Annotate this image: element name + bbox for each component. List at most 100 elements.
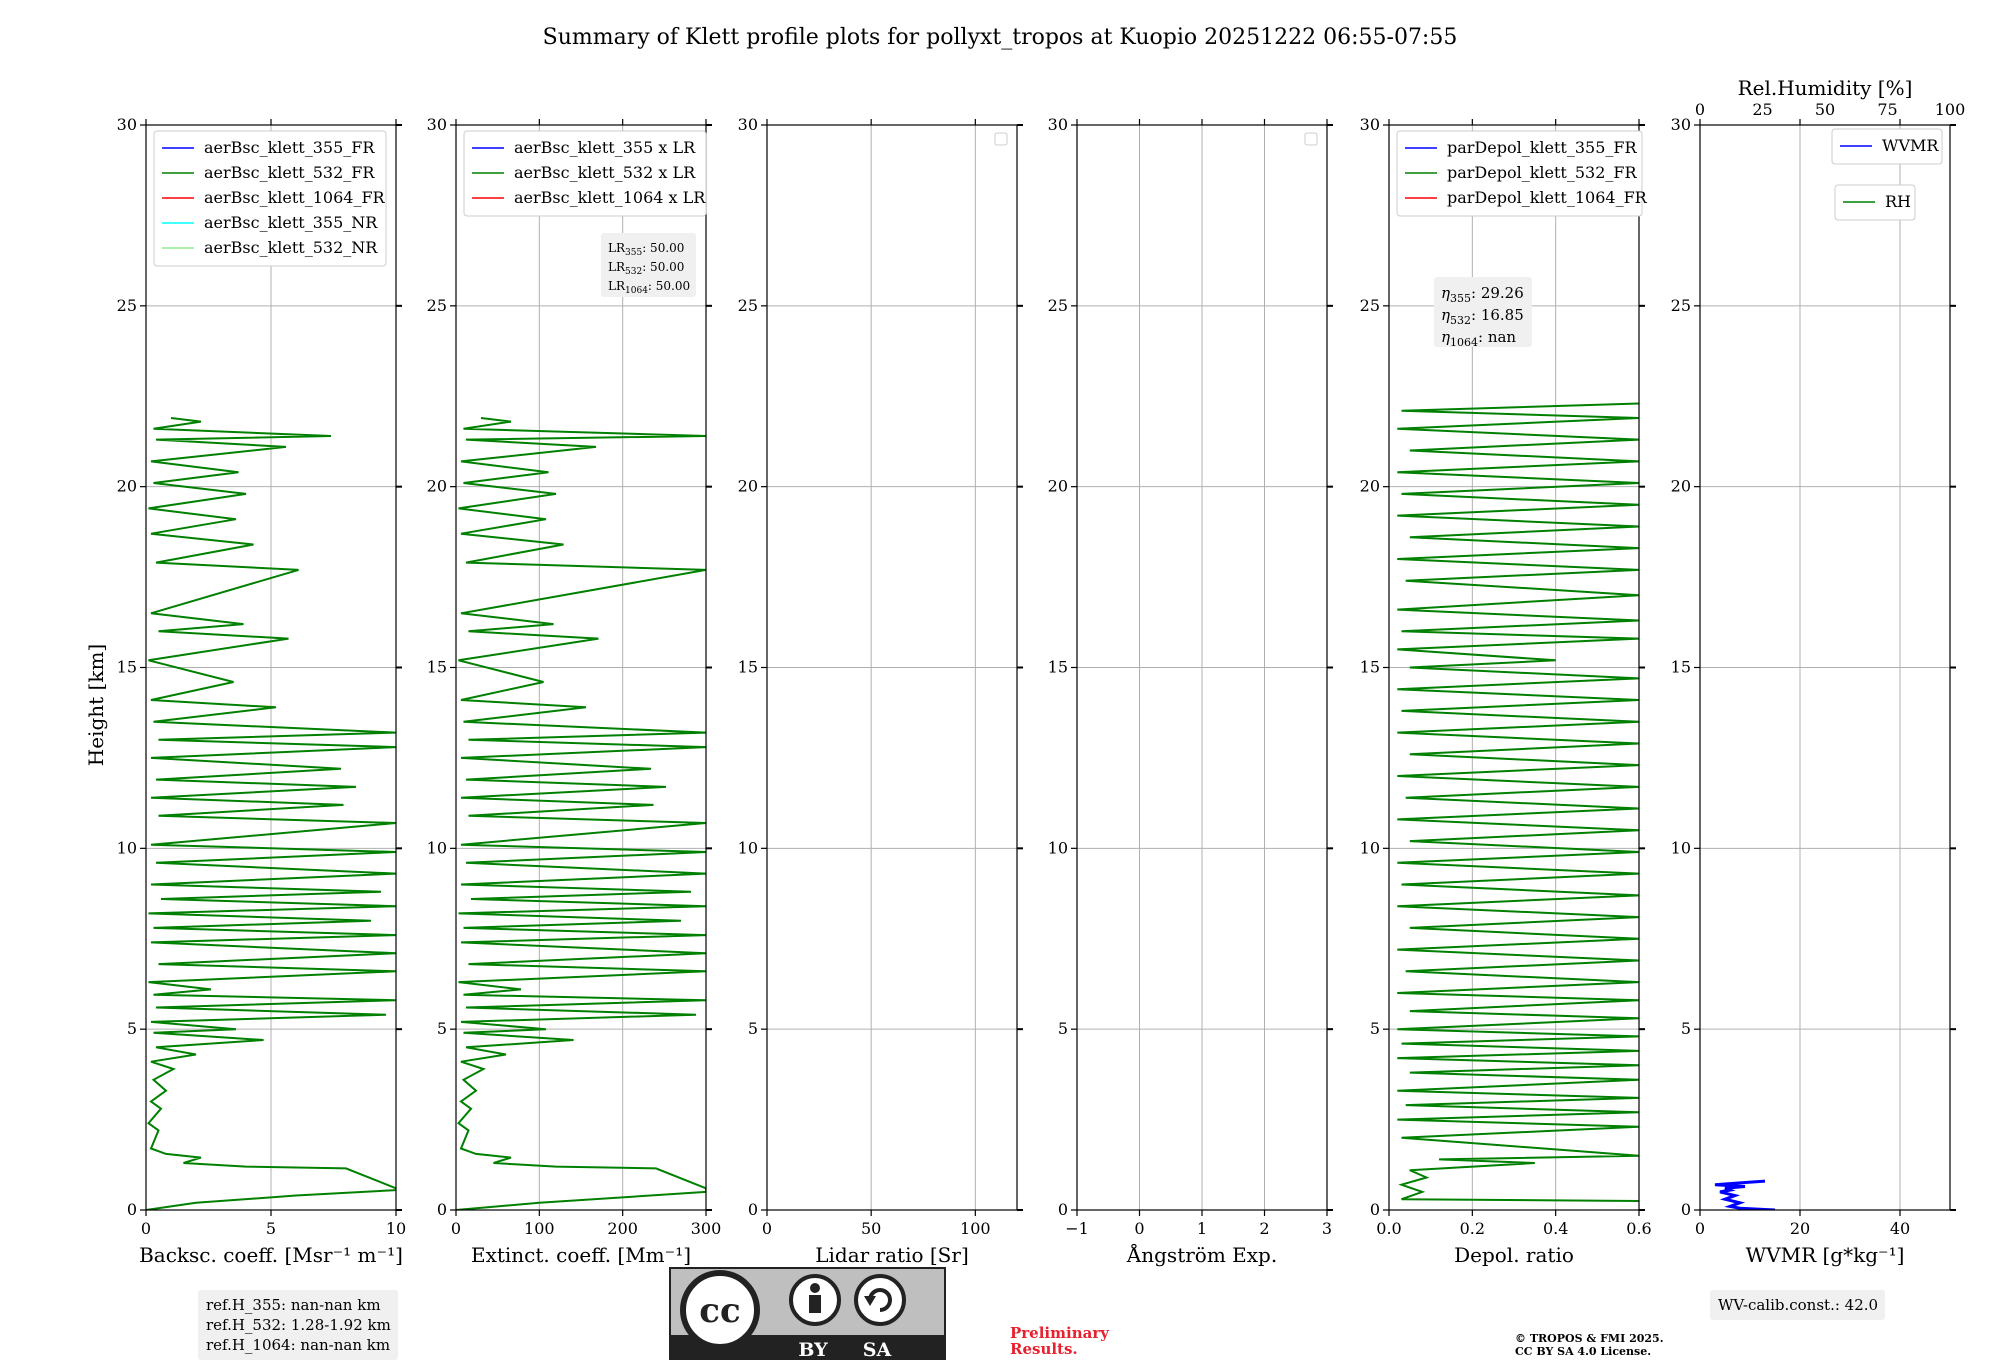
y-tick-label: 10 [1671,838,1691,857]
legend-box [1396,130,1643,217]
x-tick-label: 0.0 [1376,1219,1401,1238]
x-tick-label: 0.6 [1626,1219,1651,1238]
x-axis-label: WVMR [g*kg⁻¹] [1746,1243,1905,1267]
legend-box [1831,128,1943,165]
legend-entry: parDepol_klett_355_FR [1447,138,1638,157]
note-text: WV-calib.const.: 42.0 [1718,1296,1878,1314]
x-tick-label: 50 [861,1219,881,1238]
empty-legend [1304,132,1318,146]
rh-tick-label: 25 [1752,100,1772,119]
series-parDepol_klett_532_FR [1397,402,1639,1202]
y-tick-label: 25 [117,296,137,315]
rh-axis-label: Rel.Humidity [%] [1738,76,1913,100]
cc-icon [680,1270,760,1350]
copyright-line2: CC BY SA 4.0 License. [1515,1345,1651,1358]
x-tick-label: 0 [1695,1219,1705,1238]
preliminary-line2: Results. [1010,1340,1078,1358]
series-WVMR [1714,1179,1776,1210]
y-tick-label: 25 [738,296,758,315]
rh-tick-label: 50 [1815,100,1835,119]
eta-value: η532: 16.85 [1441,306,1524,327]
y-tick-label: 10 [738,838,758,857]
y-tick-label: 20 [1671,477,1691,496]
eta-value: η355: 29.26 [1441,284,1524,305]
by-label: BY [798,1339,828,1360]
y-tick-label: 30 [738,115,758,134]
y-tick-label: 10 [427,838,447,857]
legend-entry: aerBsc_klett_1064_FR [204,188,386,207]
y-tick-label: 15 [117,658,137,677]
y-tick-label: 15 [427,658,447,677]
x-tick-label: −1 [1065,1219,1089,1238]
legend-entry: aerBsc_klett_532_NR [204,238,378,257]
y-tick-label: 0 [437,1200,447,1219]
x-tick-label: 5 [266,1219,276,1238]
series-aerBsc_klett_532_FR [146,417,396,1210]
x-tick-label: 40 [1890,1219,1910,1238]
empty-legend [994,132,1008,146]
note-box [1710,1290,1885,1320]
eta-value: η1064: nan [1441,328,1516,349]
y-tick-label: 20 [117,477,137,496]
legend-entry: aerBsc_klett_355 x LR [514,138,696,157]
y-tick-label: 20 [1048,477,1068,496]
y-tick-label: 10 [117,838,137,857]
x-tick-label: 3 [1322,1219,1332,1238]
x-axis-label: Extinct. coeff. [Mm⁻¹] [471,1243,691,1267]
y-tick-label: 25 [1048,296,1068,315]
copyright-line1: © TROPOS & FMI 2025. [1515,1332,1664,1345]
lr-box [601,233,696,297]
note-text: ref.H_355: nan-nan km [206,1296,381,1314]
y-tick-label: 30 [427,115,447,134]
sa-label: SA [863,1339,892,1360]
y-tick-label: 20 [427,477,447,496]
note-text: ref.H_532: 1.28-1.92 km [206,1316,391,1334]
lr-value: LR532: 50.00 [608,260,684,277]
cc-license-badge: cc BY SA [669,1267,946,1364]
x-axis-label: Lidar ratio [Sr] [815,1243,969,1267]
legend-entry: aerBsc_klett_1064 x LR [514,188,706,207]
y-tick-label: 20 [738,477,758,496]
y-tick-label: 0 [127,1200,137,1219]
lr-value: LR355: 50.00 [608,241,684,258]
rh-tick-label: 0 [1695,100,1705,119]
y-axis-label: Height [km] [84,644,108,766]
legend-entry: aerBsc_klett_355_NR [204,213,378,232]
legend-box [153,130,387,267]
x-tick-label: 100 [524,1219,555,1238]
y-tick-label: 15 [1360,658,1380,677]
y-tick-label: 15 [1671,658,1691,677]
y-tick-label: 5 [127,1019,137,1038]
y-tick-label: 10 [1048,838,1068,857]
y-tick-label: 30 [1360,115,1380,134]
y-tick-label: 25 [1671,296,1691,315]
y-tick-label: 30 [117,115,137,134]
eta-box [1434,277,1532,347]
y-tick-label: 0 [1058,1200,1068,1219]
y-tick-label: 25 [1360,296,1380,315]
legend-entry: WVMR [1882,136,1939,155]
legend-entry: parDepol_klett_532_FR [1447,163,1638,182]
x-tick-label: 20 [1790,1219,1810,1238]
y-tick-label: 5 [1370,1019,1380,1038]
legend-box [463,130,707,217]
x-tick-label: 0.4 [1543,1219,1568,1238]
x-tick-label: 0 [1134,1219,1144,1238]
y-tick-label: 5 [1681,1019,1691,1038]
panel-depol: 0 5 10 15 20 25 30 0.0 0.2 0.4 0.6 Depol. ratio parD… [1360,115,1652,1267]
y-tick-label: 15 [1048,658,1068,677]
panel-bsc: 0 5 10 15 20 25 30 0 5 10 Backsc. coeff. [Msr⁻¹ m⁻… [117,115,406,1360]
y-tick-label: 10 [1360,838,1380,857]
x-axis-label: Backsc. coeff. [Msr⁻¹ m⁻¹] [139,1243,403,1267]
y-tick-label: 5 [748,1019,758,1038]
preliminary-line1: Preliminary [1010,1324,1110,1342]
figure-title: Summary of Klett profile plots for polly… [543,25,1458,50]
y-tick-label: 5 [437,1019,447,1038]
panel-lr: 0 5 10 15 20 25 30 0 50 100 Lidar ratio [Sr] [738,115,1023,1267]
x-tick-label: 300 [691,1219,722,1238]
x-tick-label: 1 [1197,1219,1207,1238]
